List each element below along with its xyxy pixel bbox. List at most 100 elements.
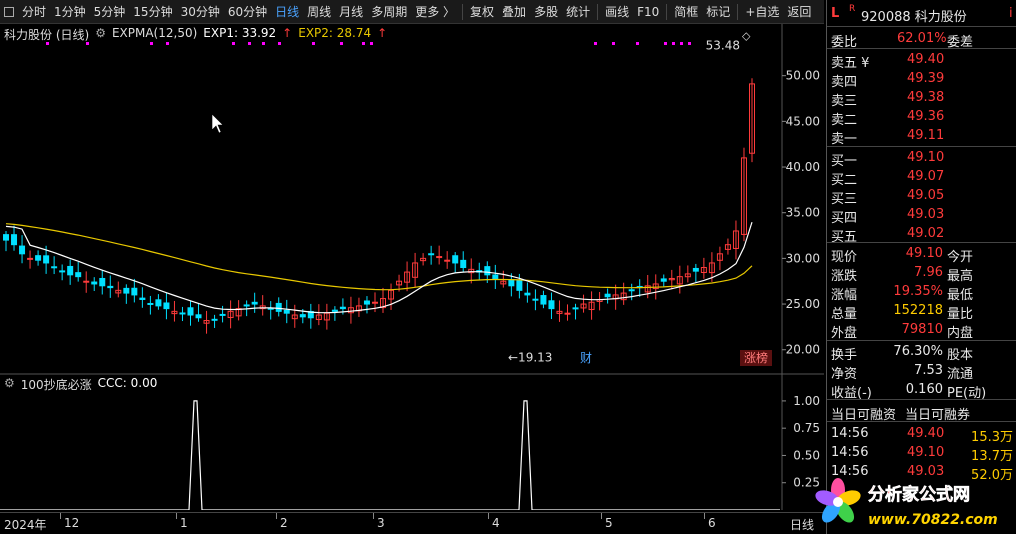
watermark-logo: 分析家公式网 www.70822.com xyxy=(808,476,1016,534)
candle-body xyxy=(564,312,571,315)
stat-3-value: 152218 xyxy=(893,303,943,318)
signal-marker xyxy=(340,42,343,45)
toolbar-item-0[interactable]: 分时 xyxy=(22,4,47,19)
sell-5-label: 卖五 ¥ xyxy=(831,56,870,71)
candle-body xyxy=(67,265,74,276)
toolbar-item-5[interactable]: 60分钟 xyxy=(227,4,268,19)
toolbar-item-17[interactable]: 简框 xyxy=(674,4,699,19)
toolbar-item-19[interactable]: +自选 xyxy=(745,4,780,19)
candle-body xyxy=(99,277,106,287)
sell-1-row: 卖一 49.11 xyxy=(827,126,1016,147)
tick-time: 14:56 xyxy=(831,445,869,460)
toolbar-item-12[interactable]: 叠加 xyxy=(502,4,527,19)
stat-1-label: 涨跌 xyxy=(831,269,858,284)
toolbar-item-3[interactable]: 15分钟 xyxy=(133,4,173,19)
candle-body xyxy=(307,310,314,319)
price-label: 50.00 xyxy=(786,69,820,83)
stat-4-label: 外盘 xyxy=(831,326,858,341)
candle-body xyxy=(91,281,98,285)
toolbar-item-20[interactable]: 返回 xyxy=(787,4,812,19)
candle-body xyxy=(532,298,539,301)
chart-area[interactable]: 50.00 45.00 40.00 35.00 30.00 25.00 20.00 53.48… xyxy=(0,24,824,511)
indicator-name[interactable]: EXPMA(12,50) xyxy=(111,26,198,40)
time-tick xyxy=(488,513,489,519)
candle-body xyxy=(380,298,387,309)
toolbar-item-10[interactable]: 更多 〉 xyxy=(415,4,456,19)
toolbar-divider xyxy=(666,3,668,20)
candle-body xyxy=(492,274,499,279)
buy-4-row: 买四 49.03 xyxy=(827,205,1016,226)
candle-body xyxy=(171,310,178,315)
osc-name[interactable]: 100抄底必涨 xyxy=(20,378,92,392)
candle-body xyxy=(404,271,411,283)
buy-3-label: 买三 xyxy=(831,192,858,207)
toolbar-item-13[interactable]: 多股 xyxy=(534,4,559,19)
candle-body xyxy=(147,302,154,305)
stat2-2-label2: PE(动) xyxy=(947,386,987,401)
sell-2-price: 49.36 xyxy=(907,109,945,124)
price-label: 20.00 xyxy=(786,343,820,357)
month-label: 12 xyxy=(64,516,80,530)
toolbar-item-4[interactable]: 30分钟 xyxy=(180,4,220,19)
mouse-pointer-icon xyxy=(211,113,224,134)
toolbar-item-7[interactable]: 周线 xyxy=(307,4,332,19)
month-label: 3 xyxy=(377,516,385,530)
price-label: 30.00 xyxy=(786,251,820,265)
candle-body xyxy=(468,268,475,274)
stat-0-label: 现价 xyxy=(831,250,858,265)
toolbar-item-1[interactable]: 1分钟 xyxy=(54,4,86,19)
osc-value: CCC: 0.00 xyxy=(97,376,158,390)
candle-body xyxy=(27,257,34,260)
zhangbang-badge[interactable]: 涨榜 xyxy=(744,350,768,365)
settings-icon[interactable]: ⚙ xyxy=(95,26,106,40)
price-label: 45.00 xyxy=(786,114,820,128)
signal-marker xyxy=(248,42,251,45)
sell-2-row: 卖二 49.36 xyxy=(827,107,1016,128)
stat-2-label2: 最低 xyxy=(947,288,974,303)
stat2-0-value: 76.30% xyxy=(893,344,943,359)
candle-body xyxy=(460,259,467,269)
toolbar-item-11[interactable]: 复权 xyxy=(470,4,495,19)
toolbar-item-16[interactable]: F10 xyxy=(637,4,660,19)
signal-marker xyxy=(232,42,235,45)
tick-price: 49.03 xyxy=(907,464,945,479)
toolbar-item-14[interactable]: 统计 xyxy=(566,4,591,19)
exp2-line xyxy=(5,223,753,291)
tick-time: 14:56 xyxy=(831,426,869,441)
stat-3-row: 总量 152218 量比 xyxy=(827,301,1016,322)
info-icon[interactable]: i xyxy=(1009,6,1013,21)
candle-body xyxy=(749,83,755,154)
candle-body xyxy=(227,310,234,319)
exp1-line xyxy=(5,222,753,314)
toolbar-item-6[interactable]: 日线 xyxy=(275,4,300,19)
margin-header: 当日可融资 当日可融券 xyxy=(827,402,1016,423)
candle-body xyxy=(508,279,515,287)
signal-marker xyxy=(362,42,365,45)
window-restore-icon[interactable] xyxy=(4,6,14,17)
toolbar-item-9[interactable]: 多周期 xyxy=(371,4,408,19)
toolbar-item-18[interactable]: 标记 xyxy=(706,4,731,19)
candle-body xyxy=(708,262,715,274)
chart-canvas[interactable]: 50.00 45.00 40.00 35.00 30.00 25.00 20.00 53.48… xyxy=(0,24,824,511)
finance-report-marker[interactable]: 财 xyxy=(580,351,592,365)
period-label: 日线 xyxy=(790,518,815,532)
buy-1-label: 买一 xyxy=(831,154,858,169)
candle-body xyxy=(211,318,218,321)
ccc-line xyxy=(0,400,780,511)
buy-3-price: 49.05 xyxy=(907,188,945,203)
signal-marker xyxy=(636,42,639,45)
toolbar-item-8[interactable]: 月线 xyxy=(339,4,364,19)
time-tick xyxy=(276,513,277,519)
price-label: 35.00 xyxy=(786,206,820,220)
settings-icon[interactable]: ⚙ xyxy=(4,376,15,390)
candle-body xyxy=(43,255,50,264)
candle-body xyxy=(740,157,747,235)
toolbar-item-2[interactable]: 5分钟 xyxy=(93,4,126,19)
toolbar-item-15[interactable]: 画线 xyxy=(605,4,630,19)
exp2-value: EXP2: 28.74 xyxy=(298,26,372,40)
time-tick xyxy=(176,513,177,519)
candle-body xyxy=(283,309,290,314)
quote-header: L R 920088 科力股份 i xyxy=(827,4,1016,25)
stat-2-row: 涨幅 19.35% 最低 xyxy=(827,282,1016,303)
stat2-0-label2: 股本 xyxy=(947,348,974,363)
